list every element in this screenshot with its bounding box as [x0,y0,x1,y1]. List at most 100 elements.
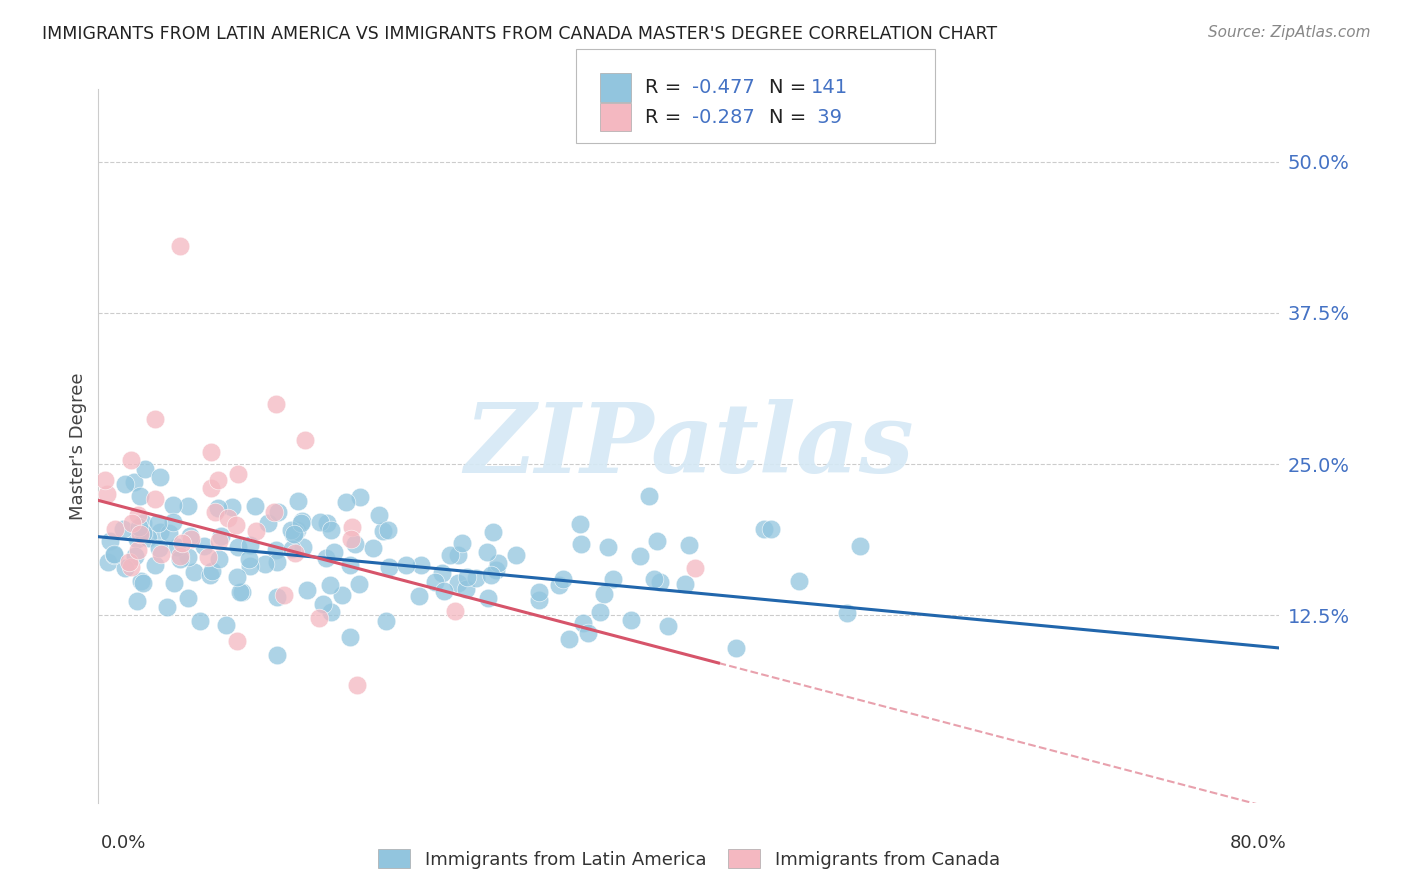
Text: 141: 141 [811,78,848,97]
Text: R =: R = [645,108,688,127]
Point [118,555,141,569]
Point [645,533,668,548]
Y-axis label: Master's Degree: Master's Degree [69,372,87,520]
Point [339,558,361,572]
Point [257,516,280,530]
Point [335,495,357,509]
Point [245,499,267,513]
Point [162,516,184,530]
Point [479,567,502,582]
Point [312,597,335,611]
Legend: Immigrants from Latin America, Immigrants from Canada: Immigrants from Latin America, Immigrant… [371,842,1007,876]
Point [207,473,229,487]
Point [266,543,288,558]
Point [280,524,302,538]
Point [322,545,344,559]
Point [180,532,202,546]
Point [120,560,142,574]
Point [287,494,309,508]
Point [221,500,243,514]
Point [207,501,229,516]
Point [447,548,470,562]
Point [177,591,200,605]
Point [148,541,170,555]
Point [285,524,308,538]
Point [294,433,316,447]
Point [643,572,665,586]
Text: ZIPatlas: ZIPatlas [464,399,914,493]
Point [239,559,262,574]
Point [340,520,363,534]
Point [273,588,295,602]
Point [308,610,330,624]
Point [377,523,399,537]
Point [505,548,527,562]
Point [568,516,591,531]
Point [156,600,179,615]
Point [114,476,136,491]
Point [283,527,305,541]
Point [395,558,418,572]
Point [129,527,152,541]
Point [176,499,198,513]
Point [551,572,574,586]
Point [443,603,465,617]
Point [149,524,172,539]
Point [264,397,287,411]
Point [290,516,312,530]
Point [318,577,340,591]
Text: 0.0%: 0.0% [101,834,146,852]
Point [188,614,211,628]
Point [263,505,285,519]
Point [132,526,155,541]
Point [103,522,125,536]
Text: N =: N = [769,108,813,127]
Point [134,462,156,476]
Point [456,570,478,584]
Point [193,540,215,554]
Point [569,537,592,551]
Point [162,498,184,512]
Point [343,537,366,551]
Point [127,593,149,607]
Point [200,445,222,459]
Point [208,551,231,566]
Point [349,490,371,504]
Point [267,505,290,519]
Point [315,551,337,566]
Point [166,540,188,554]
Point [183,565,205,579]
Point [239,538,262,552]
Point [266,648,288,662]
Point [157,526,180,541]
Point [477,591,499,605]
Point [346,678,368,692]
Point [724,641,747,656]
Point [124,549,146,564]
Point [835,607,858,621]
Point [169,552,191,566]
Point [486,557,509,571]
Point [593,587,616,601]
Point [226,540,249,554]
Point [226,569,249,583]
Point [637,489,659,503]
Point [129,489,152,503]
Point [179,529,201,543]
Point [208,533,231,548]
Point [451,535,474,549]
Point [648,574,671,589]
Point [129,574,152,589]
Point [284,546,307,560]
Point [128,520,150,534]
Point [125,532,148,546]
Point [683,561,706,575]
Point [149,470,172,484]
Point [217,510,239,524]
Point [316,516,339,530]
Point [143,492,166,507]
Point [198,567,221,582]
Point [411,558,433,573]
Point [527,585,550,599]
Point [295,582,318,597]
